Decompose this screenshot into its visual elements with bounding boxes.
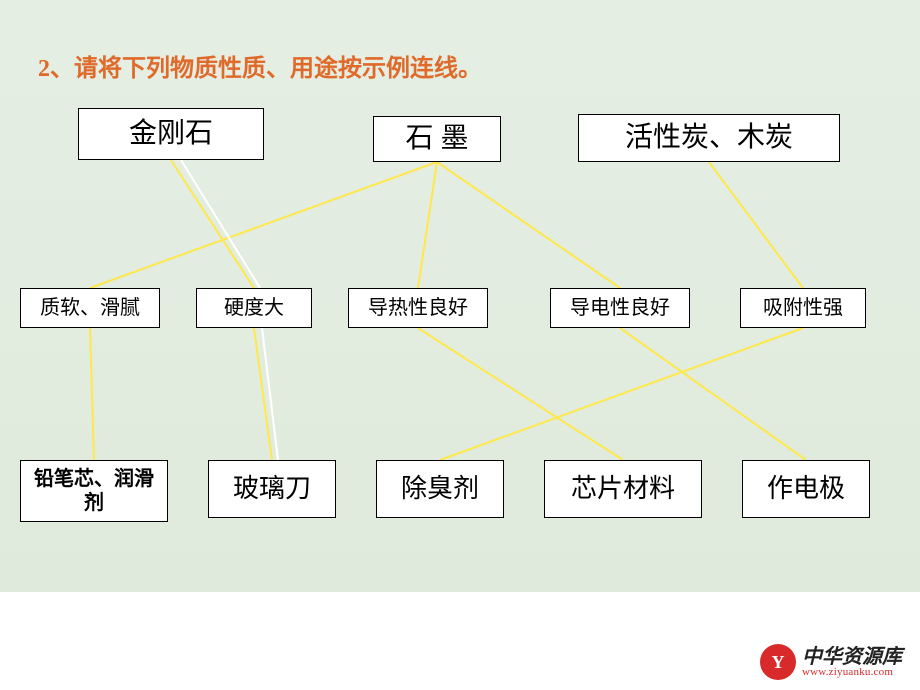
node-r1a: 金刚石: [78, 108, 264, 160]
logo-url: www.ziyuanku.com: [802, 667, 902, 678]
node-r1b: 石 墨: [373, 116, 501, 162]
logo-icon: Y: [760, 644, 796, 680]
node-r1c: 活性炭、木炭: [578, 114, 840, 162]
node-r2d: 导电性良好: [550, 288, 690, 328]
node-r3e: 作电极: [742, 460, 870, 518]
logo: Y 中华资源库 www.ziyuanku.com: [760, 644, 902, 680]
node-r3a: 铅笔芯、润滑剂: [20, 460, 168, 522]
logo-text: 中华资源库 www.ziyuanku.com: [802, 647, 902, 678]
node-r2e: 吸附性强: [740, 288, 866, 328]
node-r2c: 导热性良好: [348, 288, 488, 328]
node-r2b: 硬度大: [196, 288, 312, 328]
node-r3b: 玻璃刀: [208, 460, 336, 518]
logo-cn: 中华资源库: [802, 647, 902, 667]
node-r3c: 除臭剂: [376, 460, 504, 518]
page-title: 2、请将下列物质性质、用途按示例连线。: [38, 48, 482, 83]
node-r2a: 质软、滑腻: [20, 288, 160, 328]
node-r3d: 芯片材料: [544, 460, 702, 518]
